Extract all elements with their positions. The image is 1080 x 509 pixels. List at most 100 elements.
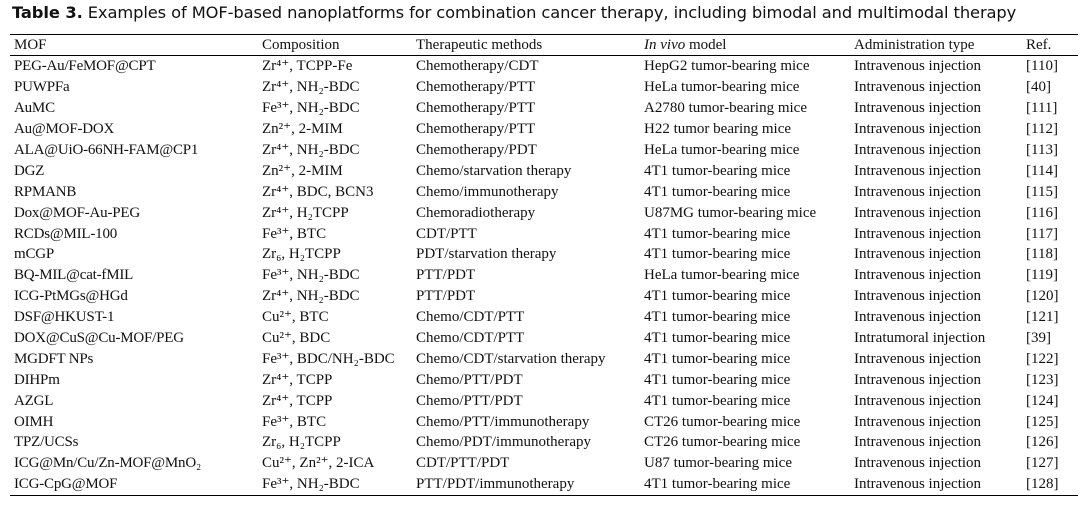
cell-ref: [119] — [1026, 267, 1058, 284]
cell-therapeutic-methods: Chemo/CDT/PTT — [416, 330, 525, 347]
cell-administration-type: Intravenous injection — [854, 183, 982, 200]
cell-ref: [127] — [1026, 455, 1059, 472]
header-in-vivo-model: In vivo model — [640, 35, 850, 56]
cell-mof: ICG-PtMGs@HGd — [14, 288, 128, 305]
cell-composition: Fe³⁺, NH₂-BDC — [262, 267, 360, 284]
cell-composition: Zr⁴⁺, TCPP — [262, 392, 333, 409]
cell-in-vivo-model: 4T1 tumor-bearing mice — [644, 288, 791, 305]
cell-in-vivo-model: 4T1 tumor-bearing mice — [644, 392, 791, 409]
cell-therapeutic-methods: CDT/PTT/PDT — [416, 455, 510, 472]
table-caption-label: Table 3. — [12, 3, 83, 22]
header-therapeutic-methods: Therapeutic methods — [416, 36, 543, 53]
cell-mof: ALA@UiO-66NH-FAM@CP1 — [14, 142, 199, 158]
cell-composition: Fe³⁺, NH₂-BDC — [262, 100, 360, 117]
cell-therapeutic-methods: PDT/starvation therapy — [416, 246, 557, 263]
cell-mof: Au@MOF-DOX — [14, 121, 115, 138]
cell-administration-type: Intravenous injection — [854, 392, 982, 409]
cell-administration-type: Intravenous injection — [854, 58, 982, 75]
cell-mof: mCGP — [14, 246, 55, 263]
cell-ref: [121] — [1026, 309, 1059, 326]
cell-therapeutic-methods: CDT/PTT — [416, 225, 477, 242]
table-row: ALA@UiO-66NH-FAM@CP1 Zr⁴⁺, NH₂-BDC Chemoth… — [10, 140, 1078, 161]
cell-therapeutic-methods: Chemo/CDT/starvation therapy — [416, 350, 606, 367]
cell-ref: [112] — [1026, 121, 1058, 138]
table-row: DSF@HKUST-1 Cu²⁺, BTC Chemo/CDT/PTT 4T1 tum… — [10, 307, 1078, 328]
cell-administration-type: Intravenous injection — [854, 204, 982, 221]
cell-administration-type: Intravenous injection — [854, 434, 982, 451]
cell-composition: Fe³⁺, BDC/NH₂-BDC — [262, 350, 395, 367]
table-row: RPMANB Zr⁴⁺, BDC, BCN3 Chemo/immunotherapy… — [10, 181, 1078, 202]
cell-ref: [125] — [1026, 413, 1059, 430]
table-row: DGZ Zn²⁺, 2-MIM Chemo/starvation therapy 4T… — [10, 160, 1078, 181]
cell-mof: DSF@HKUST-1 — [14, 309, 115, 326]
cell-administration-type: Intravenous injection — [854, 371, 982, 388]
cell-composition: Zn²⁺, 2-MIM — [262, 121, 343, 138]
table-row: AuMC Fe³⁺, NH₂-BDC Chemotherapy/PTT A2780 t… — [10, 98, 1078, 119]
cell-therapeutic-methods: Chemo/PTT/PDT — [416, 392, 523, 409]
cell-administration-type: Intravenous injection — [854, 162, 982, 179]
cell-ref: [115] — [1026, 183, 1058, 200]
table-row: RCDs@MIL-100 Fe³⁺, BTC CDT/PTT 4T1 tumor-be… — [10, 223, 1078, 244]
table-row: OIMH Fe³⁺, BTC Chemo/PTT/immunotherapy CT26… — [10, 411, 1078, 432]
cell-composition: Fe³⁺, NH₂-BDC — [262, 476, 360, 493]
cell-ref: [128] — [1026, 476, 1059, 493]
cell-therapeutic-methods: Chemo/PTT/immunotherapy — [416, 413, 590, 430]
cell-ref: [116] — [1026, 204, 1058, 221]
cell-in-vivo-model: HeLa tumor-bearing mice — [644, 142, 800, 158]
cell-administration-type: Intravenous injection — [854, 288, 982, 305]
cell-administration-type: Intravenous injection — [854, 267, 982, 284]
cell-composition: Fe³⁺, BTC — [262, 413, 327, 430]
cell-composition: Zr⁴⁺, TCPP — [262, 371, 333, 388]
cell-therapeutic-methods: PTT/PDT — [416, 288, 476, 305]
cell-therapeutic-methods: Chemotherapy/PDT — [416, 142, 537, 158]
cell-composition: Cu²⁺, BDC — [262, 330, 331, 347]
cell-administration-type: Intravenous injection — [854, 246, 982, 263]
header-model-rest: model — [685, 36, 727, 53]
cell-composition: Zn²⁺, 2-MIM — [262, 162, 343, 179]
cell-administration-type: Intratumoral injection — [854, 330, 986, 347]
cell-in-vivo-model: 4T1 tumor-bearing mice — [644, 162, 791, 179]
cell-mof: DOX@CuS@Cu-MOF/PEG — [14, 330, 184, 347]
cell-ref: [39] — [1026, 330, 1051, 347]
header-in-vivo-italic: In vivo — [644, 36, 686, 53]
cell-administration-type: Intravenous injection — [854, 413, 982, 430]
cell-mof: AZGL — [14, 392, 54, 409]
header-administration-type: Administration type — [854, 36, 975, 53]
cell-administration-type: Intravenous injection — [854, 79, 982, 96]
cell-ref: [110] — [1026, 58, 1058, 75]
table-row: ICG-PtMGs@HGd Zr⁴⁺, NH₂-BDC PTT/PDT 4T1 tum… — [10, 286, 1078, 307]
cell-ref: [122] — [1026, 350, 1059, 367]
cell-in-vivo-model: HeLa tumor-bearing mice — [644, 267, 800, 284]
cell-therapeutic-methods: Chemo/immunotherapy — [416, 183, 559, 200]
cell-in-vivo-model: H22 tumor bearing mice — [644, 121, 792, 138]
cell-therapeutic-methods: Chemotherapy/CDT — [416, 58, 539, 75]
cell-mof: ICG-CpG@MOF — [14, 476, 118, 493]
cell-composition: Zr⁴⁺, NH₂-BDC — [262, 288, 360, 305]
cell-administration-type: Intravenous injection — [854, 225, 982, 242]
cell-administration-type: Intravenous injection — [854, 455, 982, 472]
cell-mof: RPMANB — [14, 183, 77, 200]
cell-ref: [123] — [1026, 371, 1059, 388]
cell-ref: [118] — [1026, 246, 1058, 263]
header-mof: MOF — [14, 36, 47, 53]
table-row: DIHPm Zr⁴⁺, TCPP Chemo/PTT/PDT 4T1 tumor-be… — [10, 369, 1078, 390]
cell-composition: Zr₆, H₂TCPP — [262, 246, 341, 263]
cell-ref: [117] — [1026, 225, 1058, 242]
cell-in-vivo-model: 4T1 tumor-bearing mice — [644, 183, 791, 200]
cell-administration-type: Intravenous injection — [854, 142, 982, 158]
cell-mof: MGDFT NPs — [14, 350, 94, 367]
cell-administration-type: Intravenous injection — [854, 350, 982, 367]
cell-therapeutic-methods: Chemotherapy/PTT — [416, 79, 536, 96]
cell-composition: Cu²⁺, BTC — [262, 309, 329, 326]
table-row: PEG-Au/FeMOF@CPT Zr⁴⁺, TCPP-Fe Chemotherap… — [10, 56, 1078, 77]
table-row: BQ-MIL@cat-fMIL Fe³⁺, NH₂-BDC PTT/PDT HeLa … — [10, 265, 1078, 286]
cell-mof: AuMC — [14, 100, 55, 117]
cell-composition: Zr⁴⁺, BDC, BCN3 — [262, 183, 374, 200]
cell-composition: Cu²⁺, Zn²⁺, 2-ICA — [262, 455, 375, 472]
cell-in-vivo-model: 4T1 tumor-bearing mice — [644, 476, 791, 493]
cell-mof: OIMH — [14, 413, 54, 430]
table-row: Au@MOF-DOX Zn²⁺, 2-MIM Chemotherapy/PTT H22… — [10, 119, 1078, 140]
cell-in-vivo-model: 4T1 tumor-bearing mice — [644, 371, 791, 388]
cell-ref: [40] — [1026, 79, 1051, 96]
cell-in-vivo-model: 4T1 tumor-bearing mice — [644, 246, 791, 263]
